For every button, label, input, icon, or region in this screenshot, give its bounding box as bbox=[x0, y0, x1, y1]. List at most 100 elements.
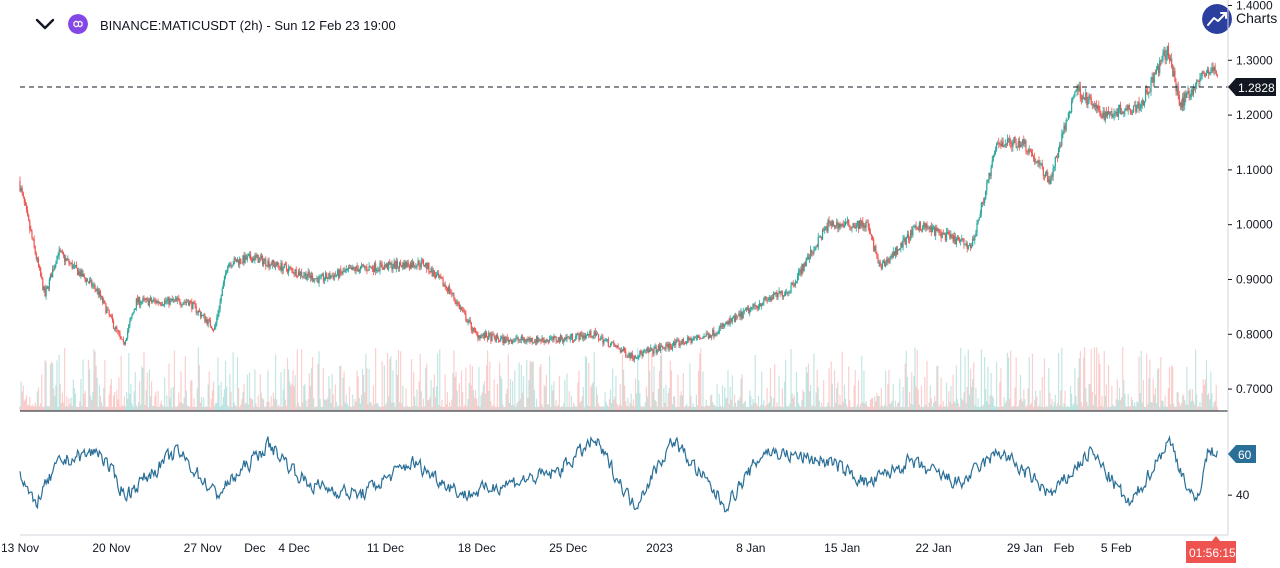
candle bbox=[223, 275, 226, 287]
volume-bar bbox=[459, 406, 462, 411]
volume-bar bbox=[95, 365, 97, 411]
price-axis[interactable]: 1.40001.30001.20001.10001.00000.90000.80… bbox=[1228, 0, 1273, 396]
volume-bar bbox=[316, 406, 318, 411]
candle bbox=[643, 348, 645, 353]
volume-bar bbox=[1119, 399, 1122, 411]
candle bbox=[501, 335, 503, 340]
candle bbox=[706, 330, 708, 336]
volume-bar bbox=[380, 407, 382, 411]
volume-bar bbox=[330, 403, 332, 411]
candle bbox=[107, 306, 109, 311]
time-tick-label: 5 Feb bbox=[1101, 541, 1132, 555]
candle bbox=[602, 334, 604, 347]
candle bbox=[405, 260, 407, 269]
candle bbox=[196, 310, 198, 316]
candle bbox=[931, 223, 934, 233]
volume-bar bbox=[986, 401, 988, 411]
trend-up-icon[interactable] bbox=[1202, 4, 1232, 34]
candle bbox=[491, 331, 493, 342]
volume-bar bbox=[596, 395, 599, 411]
volume-bar bbox=[245, 403, 247, 411]
volume-bar bbox=[943, 406, 945, 411]
volume-bar bbox=[1103, 351, 1105, 411]
volume-bar bbox=[549, 355, 551, 411]
candle bbox=[924, 221, 926, 231]
volume-bar bbox=[59, 383, 61, 411]
time-axis[interactable]: 13 Nov 20 Nov 27 Nov Dec 4 Dec 11 Dec 18 Dec 25… bbox=[1, 541, 1132, 555]
volume-bar bbox=[591, 384, 593, 411]
volume-bar bbox=[702, 371, 704, 411]
volume-bar bbox=[745, 406, 748, 411]
indicator-axis[interactable]: 40 bbox=[1228, 488, 1250, 502]
volume-bar bbox=[1146, 353, 1148, 411]
volume-bar bbox=[218, 385, 220, 411]
volume-bar bbox=[231, 406, 233, 411]
volume-bar bbox=[62, 402, 65, 411]
logo-text[interactable]: Charts bbox=[1236, 10, 1278, 26]
candle bbox=[872, 235, 874, 241]
volume-bar bbox=[323, 399, 326, 411]
volume-bar bbox=[515, 406, 517, 411]
candle bbox=[145, 297, 147, 303]
candle bbox=[568, 336, 570, 340]
volume-bar bbox=[1184, 400, 1186, 411]
volume-bar bbox=[609, 389, 612, 411]
candle bbox=[877, 253, 879, 264]
volume-bar bbox=[156, 406, 158, 411]
candle bbox=[185, 298, 187, 306]
candle bbox=[1011, 140, 1013, 152]
volume-bar bbox=[1196, 394, 1198, 411]
candle bbox=[35, 251, 37, 262]
candle bbox=[840, 223, 842, 229]
volume-bar bbox=[867, 406, 869, 411]
volume-bar bbox=[828, 368, 830, 411]
volume-bar bbox=[676, 406, 678, 411]
volume-bar bbox=[364, 392, 366, 411]
candle bbox=[725, 321, 727, 326]
candle bbox=[892, 247, 894, 259]
candle bbox=[330, 274, 332, 280]
volume-bar bbox=[912, 404, 914, 411]
volume-bar bbox=[773, 398, 775, 411]
candle bbox=[477, 331, 479, 342]
candle bbox=[978, 217, 980, 221]
volume-bar bbox=[875, 401, 877, 411]
volume-bar bbox=[545, 374, 547, 411]
candle bbox=[549, 335, 551, 344]
volume-bar bbox=[305, 400, 307, 411]
candle bbox=[731, 317, 733, 325]
volume-bar bbox=[655, 401, 657, 411]
candle bbox=[1198, 79, 1200, 88]
candle bbox=[1090, 93, 1092, 106]
volume-bar bbox=[258, 406, 260, 411]
candle bbox=[418, 259, 420, 271]
volume-bar bbox=[928, 402, 930, 411]
volume-bar bbox=[480, 395, 482, 411]
volume-bar bbox=[858, 406, 861, 411]
volume-bar bbox=[104, 360, 106, 411]
volume-bar bbox=[405, 388, 407, 411]
candle bbox=[286, 268, 289, 275]
candle bbox=[531, 337, 533, 345]
candle bbox=[817, 232, 819, 251]
candle bbox=[930, 222, 932, 236]
candle bbox=[171, 295, 173, 302]
candle bbox=[752, 303, 754, 311]
volume-bar bbox=[331, 373, 333, 411]
candle bbox=[527, 336, 529, 343]
volume-bar bbox=[1011, 406, 1013, 411]
volume-bar bbox=[577, 382, 579, 411]
volume-bar bbox=[1000, 368, 1002, 411]
volume-bar bbox=[629, 402, 631, 411]
candle bbox=[1053, 166, 1055, 172]
candle bbox=[795, 280, 798, 284]
volume-bar bbox=[395, 359, 397, 411]
candle bbox=[73, 261, 75, 270]
volume-bar bbox=[1199, 402, 1201, 411]
candle bbox=[861, 219, 863, 229]
candle bbox=[1094, 102, 1097, 112]
candle bbox=[937, 227, 939, 233]
volume-bar bbox=[890, 402, 892, 411]
chevron-down-icon[interactable] bbox=[33, 12, 57, 36]
